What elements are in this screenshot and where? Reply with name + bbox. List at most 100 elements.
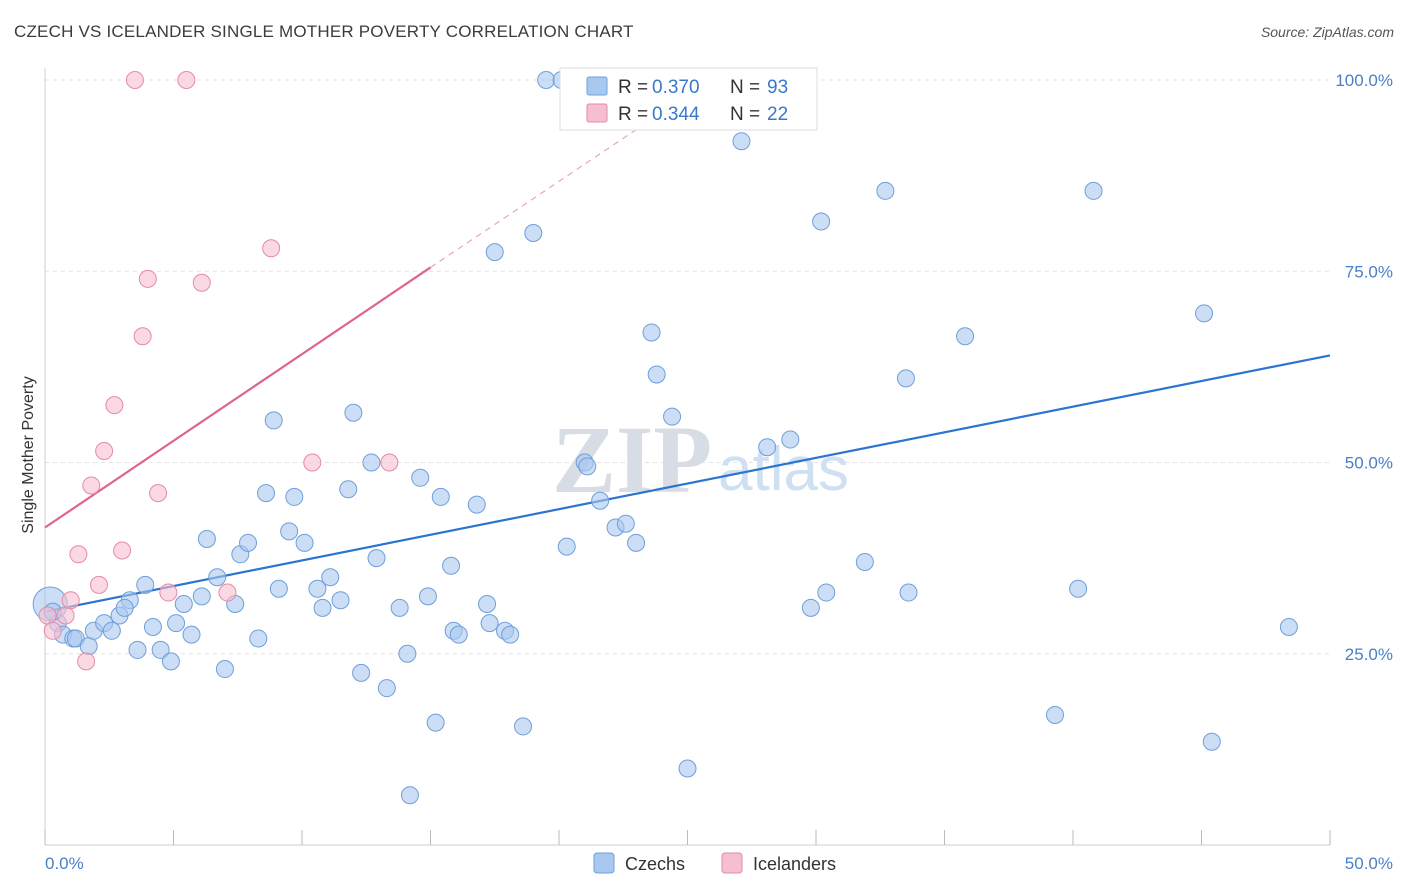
czech-point — [321, 568, 340, 587]
czech-point — [151, 640, 170, 659]
stats-legend: R = 0.370 N = 93 R = 0.344 N = 22 — [559, 67, 818, 131]
czech-point — [362, 453, 381, 472]
icelander-point — [380, 453, 399, 472]
czech-point — [102, 621, 121, 640]
icelander-point — [149, 484, 168, 503]
icelander-point — [262, 239, 281, 258]
icelander-point — [159, 583, 178, 602]
czech-point — [239, 533, 258, 552]
czech-point — [280, 522, 299, 541]
legend-r-label-czechs: R = — [618, 77, 648, 98]
icelander-point — [218, 583, 237, 602]
czech-point — [264, 411, 283, 430]
czech-point — [367, 549, 386, 568]
czech-point — [896, 369, 915, 388]
legend-n-label-czechs: N = — [730, 77, 760, 98]
icelander-point — [95, 442, 114, 461]
czech-point — [79, 637, 98, 656]
series-legend: Czechs Icelanders — [593, 852, 836, 874]
czech-point — [480, 614, 499, 633]
icelanders-trend-line — [44, 266, 432, 529]
icelander-point — [82, 476, 101, 495]
legend-swatch-czechs — [586, 76, 608, 96]
czech-point — [313, 598, 332, 617]
czech-point — [478, 595, 497, 614]
bottom-legend-swatch-icelanders — [721, 852, 743, 874]
czech-point — [678, 759, 697, 778]
czech-point — [192, 587, 211, 606]
czech-point — [128, 640, 147, 659]
czech-point — [331, 591, 350, 610]
czechs-trend-line — [44, 354, 1331, 613]
icelander-point — [43, 621, 62, 640]
czech-point — [732, 132, 751, 151]
czech-point — [855, 552, 874, 571]
czech-point — [1202, 732, 1221, 751]
legend-r-value-czechs: 0.370 — [652, 77, 700, 98]
czech-point — [663, 407, 682, 426]
czech-point — [442, 556, 461, 575]
czech-point — [616, 514, 635, 533]
y-tick-label: 50.0% — [1345, 454, 1393, 473]
czech-point — [1046, 705, 1065, 724]
czech-point — [1069, 579, 1088, 598]
czech-point — [812, 212, 831, 231]
czech-point — [257, 484, 276, 503]
source-credit: Source: ZipAtlas.com — [1260, 24, 1394, 40]
czech-point — [591, 491, 610, 510]
icelander-point — [69, 545, 88, 564]
czech-point — [418, 587, 437, 606]
czech-point — [174, 595, 193, 614]
czech-point — [136, 575, 155, 594]
icelander-point — [89, 575, 108, 594]
czech-point — [249, 629, 268, 648]
icelander-point — [303, 453, 322, 472]
czech-point — [377, 679, 396, 698]
czech-point — [285, 487, 304, 506]
czech-point — [899, 583, 918, 602]
czech-point — [390, 598, 409, 617]
czech-point — [627, 533, 646, 552]
legend-swatch-icelanders — [586, 103, 608, 123]
chart-title: CZECH VS ICELANDER SINGLE MOTHER POVERTY… — [14, 22, 634, 41]
czech-point — [295, 533, 314, 552]
icelander-point — [77, 652, 96, 671]
czech-point — [431, 487, 450, 506]
czech-point — [182, 625, 201, 644]
icelander-point — [177, 71, 196, 89]
x-tick-label-max: 50.0% — [1345, 854, 1393, 873]
czech-point — [426, 713, 445, 732]
watermark-atlas: atlas — [718, 435, 849, 504]
czech-point — [817, 583, 836, 602]
icelander-point — [61, 591, 80, 610]
czech-point — [215, 660, 234, 679]
czech-point — [167, 614, 186, 633]
czech-point — [143, 617, 162, 636]
x-tick-label-min: 0.0% — [45, 854, 84, 873]
legend-n-value-icelanders: 22 — [767, 104, 788, 125]
czech-point — [642, 323, 661, 342]
czech-point — [524, 224, 543, 242]
y-tick-label: 75.0% — [1345, 262, 1393, 281]
icelander-point — [125, 71, 144, 89]
legend-r-label-icelanders: R = — [618, 104, 648, 125]
czech-point — [339, 480, 358, 499]
y-tick-label: 25.0% — [1345, 645, 1393, 664]
czech-point — [197, 530, 216, 548]
czech-point — [308, 579, 327, 598]
icelander-point — [192, 273, 211, 292]
legend-n-value-czechs: 93 — [767, 77, 788, 98]
czech-point — [411, 468, 430, 487]
czech-point — [485, 243, 504, 262]
czech-point — [1084, 181, 1103, 200]
czech-point — [400, 786, 419, 805]
legend-r-value-icelanders: 0.344 — [652, 104, 700, 125]
czech-point — [758, 438, 777, 457]
icelander-point — [38, 606, 57, 625]
czech-point — [161, 652, 180, 671]
czech-point — [467, 495, 486, 514]
bottom-legend-label-czechs: Czechs — [625, 854, 685, 874]
czech-point — [801, 598, 820, 617]
czech-point — [449, 625, 468, 644]
